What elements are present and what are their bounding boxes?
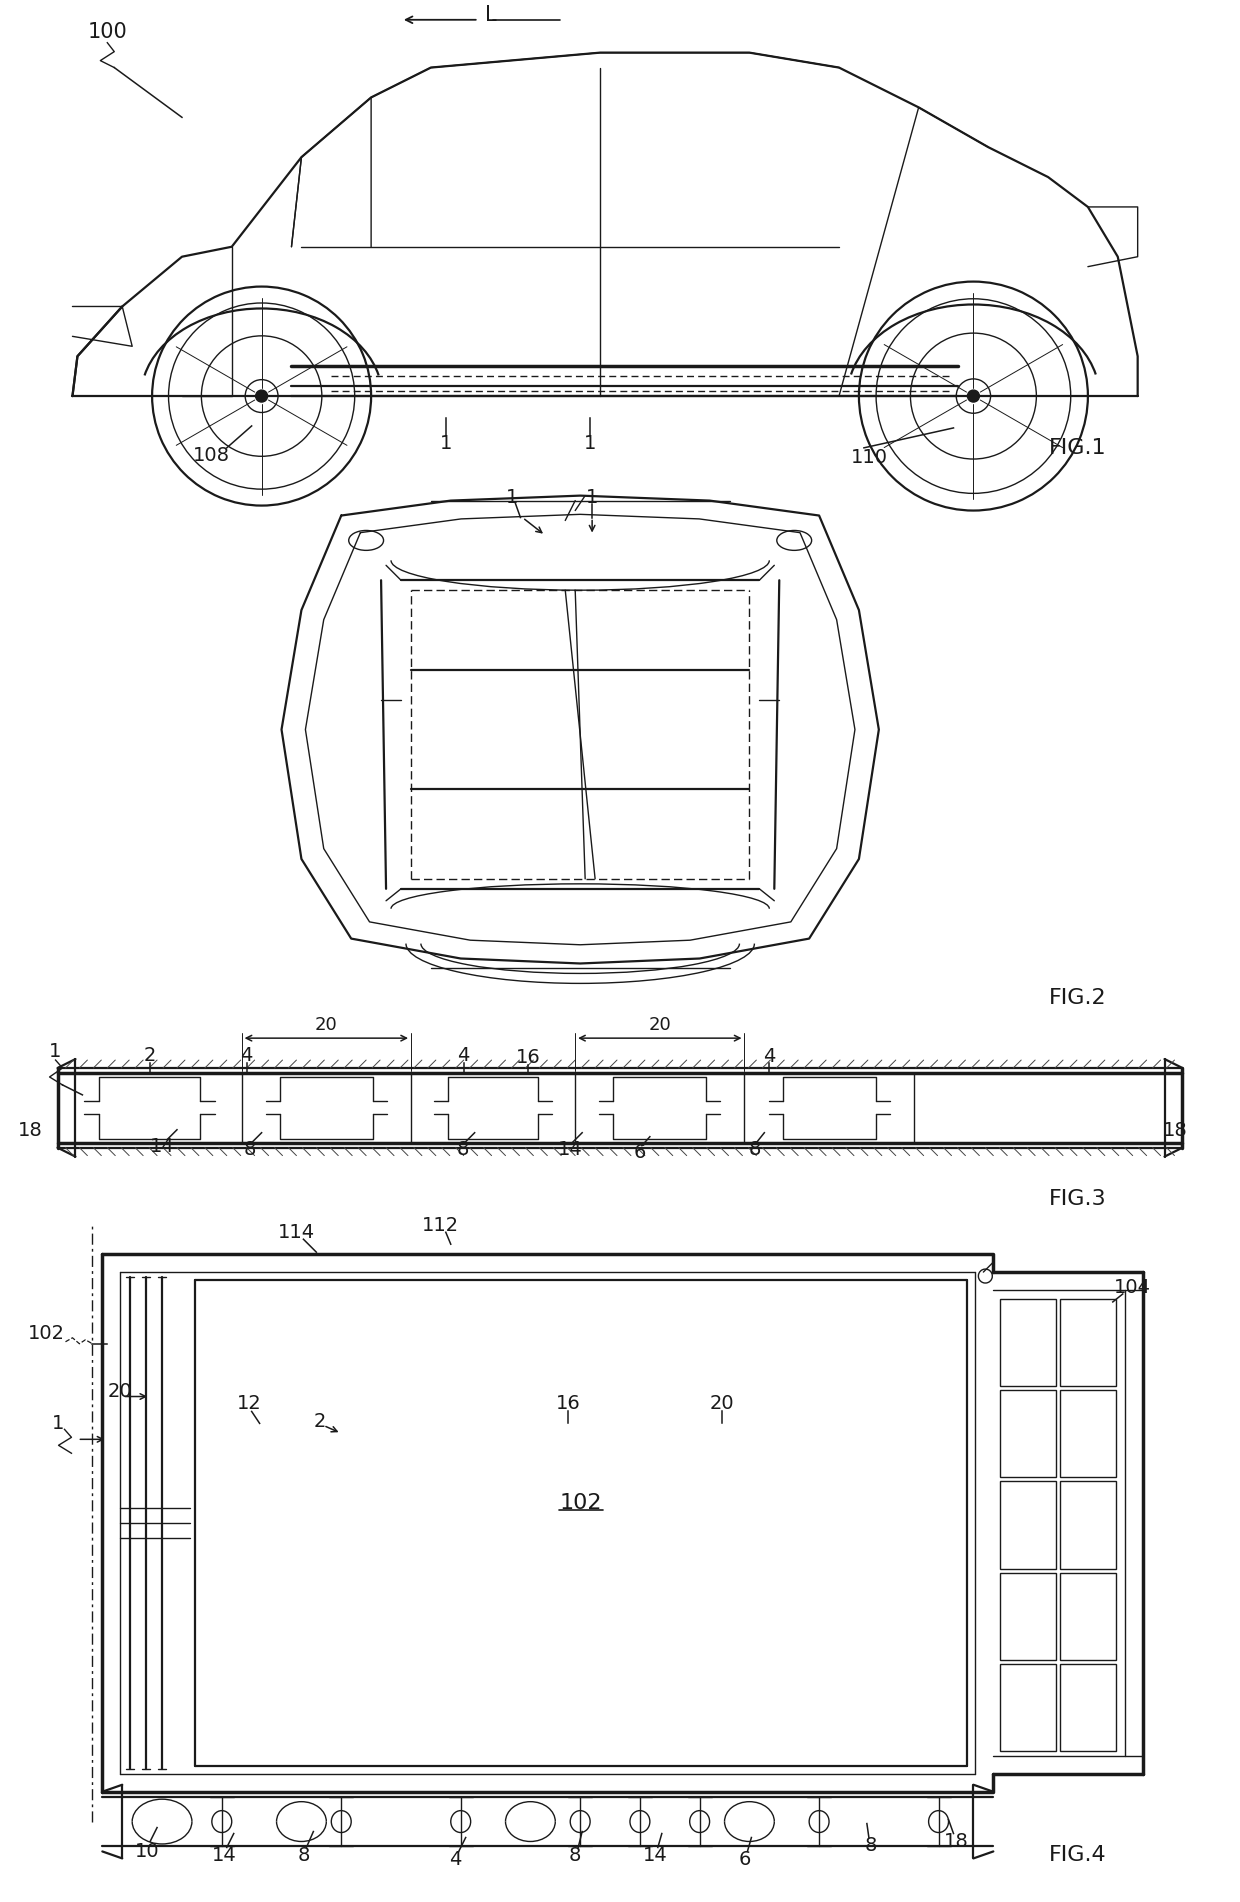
Bar [1060, 1664, 1116, 1752]
Bar [1001, 1299, 1056, 1387]
Bar [1060, 1299, 1116, 1387]
Bar [1001, 1664, 1056, 1752]
Bar [1001, 1390, 1056, 1478]
Bar [1060, 1482, 1116, 1569]
Text: 16: 16 [556, 1394, 580, 1413]
Text: 2: 2 [144, 1046, 156, 1065]
Text: 4: 4 [763, 1046, 775, 1065]
Text: 8: 8 [569, 1847, 582, 1866]
Text: 110: 110 [851, 449, 888, 468]
Bar [1060, 1573, 1116, 1660]
Text: 8: 8 [243, 1139, 255, 1158]
Text: 20: 20 [709, 1394, 734, 1413]
Text: 8: 8 [456, 1139, 469, 1158]
Text: 1: 1 [52, 1413, 64, 1432]
Text: 12: 12 [237, 1394, 262, 1413]
Text: 8: 8 [864, 1835, 877, 1854]
Bar [1001, 1482, 1056, 1569]
Text: 114: 114 [278, 1223, 315, 1242]
Text: 100: 100 [88, 21, 128, 42]
Text: 108: 108 [193, 447, 231, 466]
Bar [1060, 1390, 1116, 1478]
Text: 102: 102 [27, 1324, 64, 1343]
Text: 6: 6 [634, 1143, 646, 1162]
Text: 20: 20 [649, 1016, 671, 1035]
Text: 1: 1 [587, 489, 599, 508]
Text: FIG.1: FIG.1 [1049, 437, 1107, 458]
Text: 6: 6 [738, 1851, 750, 1870]
Bar [1001, 1573, 1056, 1660]
Text: 18: 18 [944, 1832, 968, 1851]
Text: 20: 20 [108, 1383, 133, 1402]
Text: 4: 4 [241, 1046, 253, 1065]
Text: L: L [485, 6, 496, 25]
Text: 102: 102 [560, 1493, 603, 1512]
Text: 1: 1 [506, 489, 518, 508]
Text: 16: 16 [516, 1048, 541, 1067]
Text: 14: 14 [642, 1847, 667, 1866]
Text: FIG.4: FIG.4 [1049, 1845, 1107, 1866]
Circle shape [967, 390, 980, 401]
Text: 1: 1 [50, 1042, 62, 1061]
Text: 8: 8 [748, 1139, 760, 1158]
Text: FIG.3: FIG.3 [1049, 1189, 1107, 1210]
Text: 4: 4 [450, 1851, 463, 1870]
Text: 112: 112 [423, 1215, 459, 1234]
Text: 8: 8 [298, 1847, 310, 1866]
Circle shape [255, 390, 268, 401]
Text: 4: 4 [458, 1046, 470, 1065]
Text: 2: 2 [314, 1411, 326, 1430]
Text: 18: 18 [19, 1120, 43, 1139]
Text: 14: 14 [150, 1137, 175, 1156]
Text: 18: 18 [1163, 1120, 1188, 1139]
Text: FIG.2: FIG.2 [1049, 989, 1107, 1008]
Text: 10: 10 [135, 1841, 160, 1860]
Text: 14: 14 [211, 1847, 236, 1866]
Text: 20: 20 [315, 1016, 337, 1035]
Text: 1: 1 [440, 434, 451, 453]
Text: 1: 1 [584, 434, 596, 453]
Text: 104: 104 [1115, 1278, 1151, 1297]
Text: 14: 14 [558, 1139, 583, 1158]
